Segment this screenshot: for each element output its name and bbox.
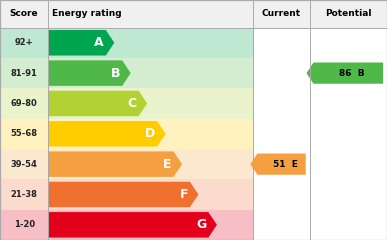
Bar	[0, 0, 387, 28]
Polygon shape	[48, 151, 182, 177]
Bar	[0, 88, 253, 119]
Bar	[0, 28, 253, 58]
Text: Current: Current	[262, 9, 301, 18]
Text: A: A	[94, 36, 104, 49]
Bar	[0, 119, 253, 149]
Bar	[0, 149, 253, 179]
Text: G: G	[196, 218, 206, 231]
Text: 92+: 92+	[15, 38, 34, 47]
Text: 1-20: 1-20	[14, 220, 35, 229]
Text: C: C	[128, 97, 137, 110]
Polygon shape	[48, 121, 166, 147]
Text: Energy rating: Energy rating	[52, 9, 122, 18]
Text: 39-54: 39-54	[11, 160, 38, 169]
Bar	[0, 179, 253, 210]
Bar	[0, 210, 253, 240]
Text: 81-91: 81-91	[11, 69, 38, 78]
Text: 69-80: 69-80	[11, 99, 38, 108]
Polygon shape	[48, 212, 217, 238]
Bar	[0, 58, 253, 88]
Polygon shape	[48, 60, 131, 86]
Text: Potential: Potential	[325, 9, 372, 18]
Text: E: E	[163, 158, 171, 171]
Text: 21-38: 21-38	[11, 190, 38, 199]
Text: F: F	[180, 188, 188, 201]
Text: B: B	[111, 67, 120, 80]
Polygon shape	[48, 91, 147, 116]
Text: 51  E: 51 E	[273, 160, 298, 169]
Polygon shape	[307, 62, 383, 84]
Text: Score: Score	[10, 9, 38, 18]
Text: 86  B: 86 B	[339, 69, 365, 78]
Polygon shape	[48, 30, 114, 55]
Text: D: D	[145, 127, 155, 140]
Polygon shape	[48, 182, 199, 207]
Polygon shape	[250, 154, 306, 175]
Text: 55-68: 55-68	[11, 129, 38, 138]
